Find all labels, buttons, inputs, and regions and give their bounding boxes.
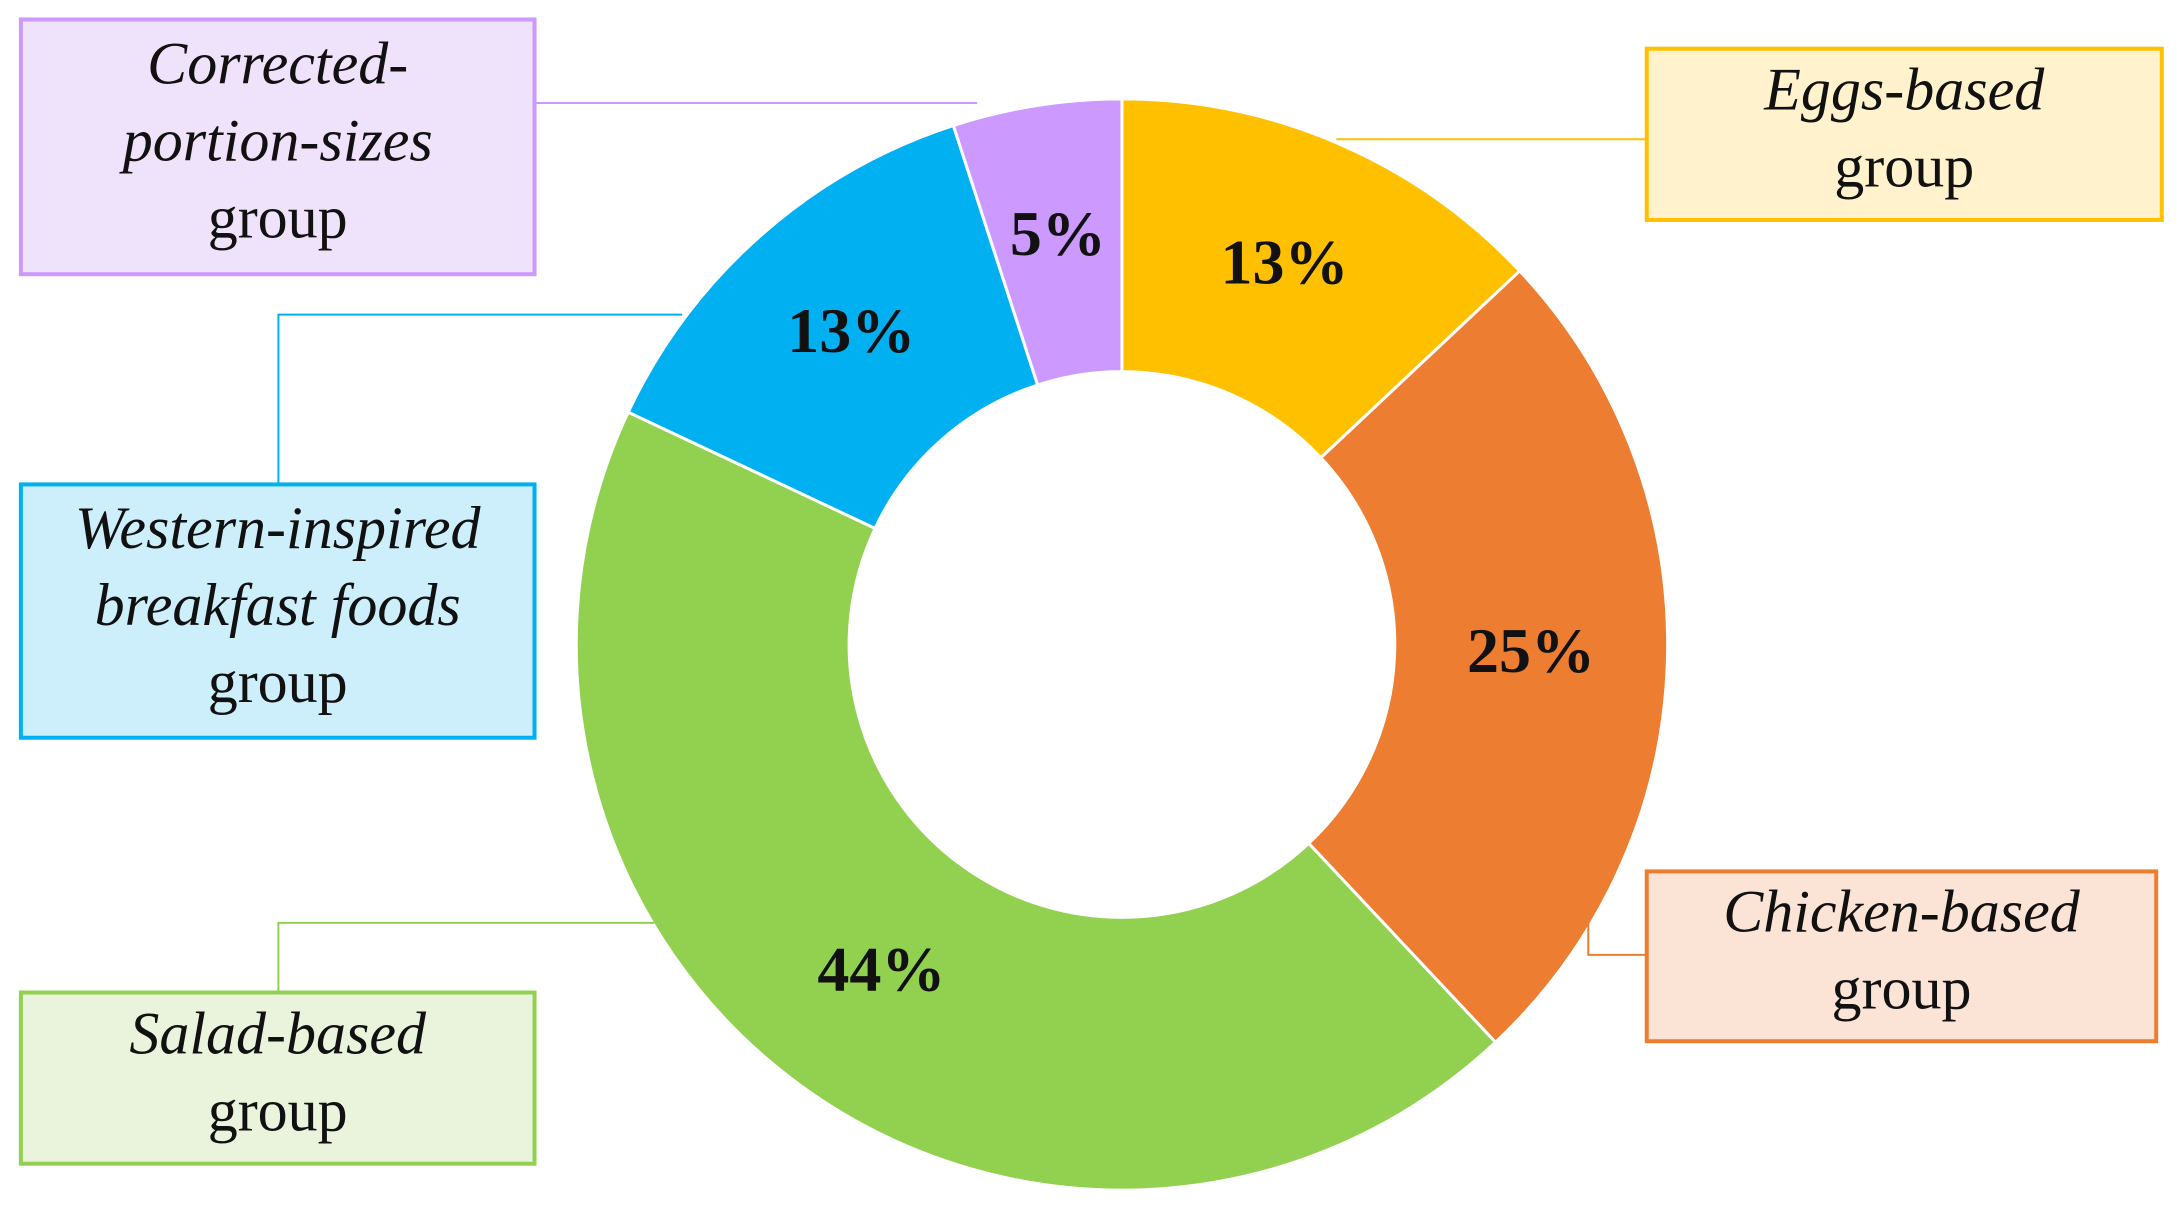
category-label: group — [208, 649, 348, 715]
category-box — [1644, 46, 2164, 222]
donut-slice — [951, 97, 1124, 387]
category-label: Corrected- — [147, 31, 408, 97]
category-label: group — [1831, 956, 1971, 1022]
category-label: Salad-based — [129, 1000, 427, 1066]
category-box — [18, 482, 537, 740]
donut-slice — [574, 410, 1498, 1192]
value-label: 44% — [817, 933, 945, 1004]
donut-slice — [1306, 268, 1670, 1045]
value-label: 13% — [1220, 227, 1348, 298]
category-label: Eggs-based — [1763, 57, 2045, 123]
category-label: Western-inspired — [75, 495, 482, 561]
category-box — [1644, 869, 2159, 1044]
donut-slice — [626, 123, 1040, 531]
category-label: Chicken-based — [1723, 879, 2081, 945]
category-label: breakfast foods — [95, 572, 461, 638]
category-label: group — [1834, 134, 1974, 200]
category-label: group — [208, 1077, 348, 1143]
category-box — [18, 990, 537, 1166]
donut-slice — [1120, 97, 1522, 460]
leader-line — [277, 313, 683, 485]
value-label: 13% — [787, 295, 915, 366]
category-box — [18, 17, 537, 277]
value-label: 5% — [1010, 198, 1106, 269]
category-label: portion-sizes — [119, 108, 433, 174]
leader-line — [277, 921, 655, 993]
leader-line — [1587, 911, 1647, 956]
value-label: 25% — [1467, 615, 1595, 686]
category-label: group — [208, 185, 348, 251]
